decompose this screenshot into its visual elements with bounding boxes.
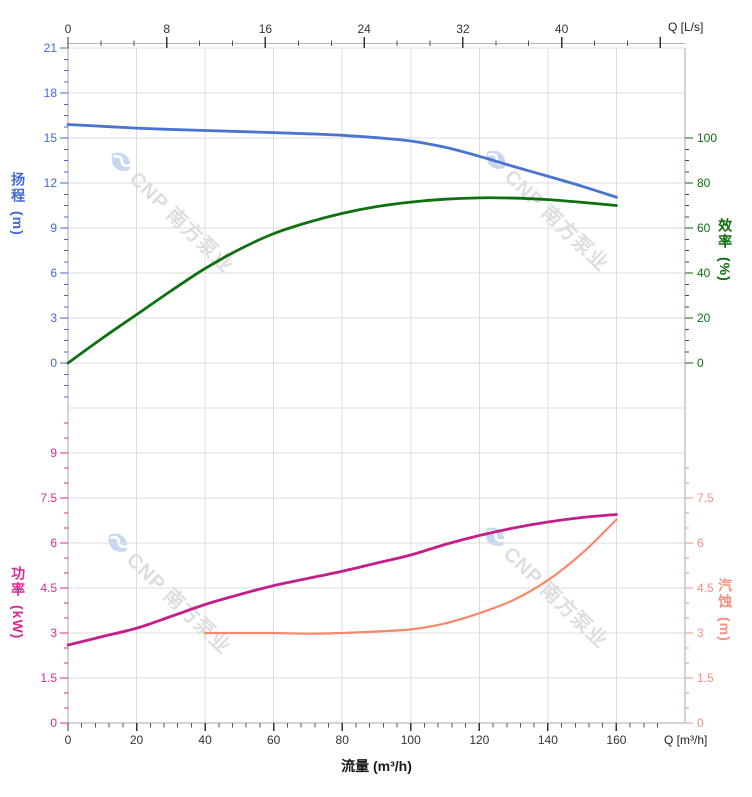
svg-text:0: 0: [50, 716, 57, 730]
svg-text:160: 160: [606, 733, 626, 747]
svg-text:40: 40: [555, 22, 569, 36]
svg-text:40: 40: [697, 266, 711, 280]
svg-text:100: 100: [697, 131, 717, 145]
series-npsh-curve: [204, 518, 618, 635]
head-axis-title: 扬程 (m): [10, 172, 26, 236]
flow-axis-title: 流量 (m³/h): [341, 758, 412, 774]
head-axis-name: 扬程: [10, 172, 27, 204]
svg-text:0: 0: [697, 356, 704, 370]
svg-text:60: 60: [697, 221, 711, 235]
svg-text:18: 18: [44, 86, 58, 100]
svg-text:40: 40: [198, 733, 212, 747]
head-axis-unit: (m): [10, 211, 27, 236]
svg-text:15: 15: [44, 131, 58, 145]
svg-text:7.5: 7.5: [697, 491, 714, 505]
svg-text:3: 3: [50, 311, 57, 325]
svg-text:9: 9: [50, 446, 57, 460]
npsh-axis-title: 汽蚀 (m): [717, 578, 733, 642]
power-axis-title: 功率 (kW): [10, 566, 26, 639]
svg-text:32: 32: [456, 22, 470, 36]
svg-text:0: 0: [65, 733, 72, 747]
power-axis-unit: (kW): [10, 605, 27, 640]
svg-text:6: 6: [697, 536, 704, 550]
svg-text:7.5: 7.5: [40, 491, 57, 505]
efficiency-axis-unit: (%): [717, 257, 734, 282]
svg-text:140: 140: [538, 733, 558, 747]
svg-text:3: 3: [50, 626, 57, 640]
top-axis-unit-label: Q [L/s]: [668, 20, 704, 34]
svg-text:80: 80: [336, 733, 350, 747]
svg-text:60: 60: [267, 733, 281, 747]
svg-text:21: 21: [44, 41, 58, 55]
series-power-curve: [66, 513, 618, 647]
svg-text:4.5: 4.5: [697, 581, 714, 595]
bottom-axis-unit-label: Q [m³/h]: [664, 733, 708, 747]
svg-text:3: 3: [697, 626, 704, 640]
svg-text:1.5: 1.5: [697, 671, 714, 685]
svg-text:120: 120: [469, 733, 489, 747]
svg-text:16: 16: [259, 22, 273, 36]
svg-text:24: 24: [357, 22, 371, 36]
efficiency-axis-name: 效率: [717, 218, 734, 250]
npsh-axis-unit: (m): [717, 617, 734, 642]
svg-text:0: 0: [697, 716, 704, 730]
svg-text:100: 100: [401, 733, 421, 747]
svg-text:8: 8: [163, 22, 170, 36]
svg-text:0: 0: [65, 22, 72, 36]
svg-text:80: 80: [697, 176, 711, 190]
svg-text:6: 6: [50, 266, 57, 280]
svg-text:20: 20: [697, 311, 711, 325]
efficiency-axis-title: 效率 (%): [717, 218, 733, 282]
svg-text:0: 0: [50, 356, 57, 370]
npsh-axis-name: 汽蚀: [717, 578, 734, 610]
svg-text:1.5: 1.5: [40, 671, 57, 685]
series-eff-curve: [66, 196, 618, 365]
series-head-curve: [66, 123, 618, 199]
svg-text:4.5: 4.5: [40, 581, 57, 595]
svg-text:20: 20: [130, 733, 144, 747]
svg-text:6: 6: [50, 536, 57, 550]
svg-text:9: 9: [50, 221, 57, 235]
power-axis-name: 功率: [10, 566, 27, 598]
svg-text:12: 12: [44, 176, 58, 190]
